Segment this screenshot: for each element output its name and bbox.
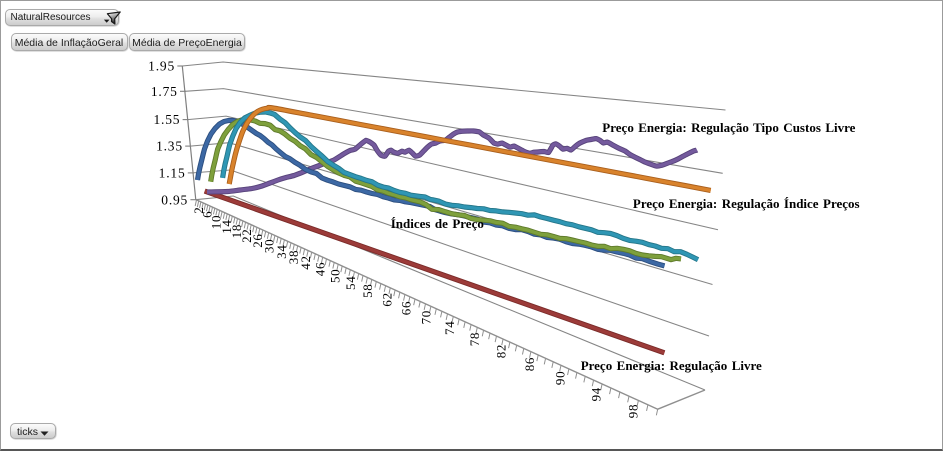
- svg-text:30: 30: [262, 239, 277, 253]
- svg-text:50: 50: [327, 269, 342, 283]
- svg-text:90: 90: [552, 371, 567, 385]
- svg-text:74: 74: [442, 321, 457, 335]
- svg-text:70: 70: [419, 310, 434, 324]
- svg-text:0.95: 0.95: [161, 192, 188, 207]
- svg-text:1.95: 1.95: [148, 59, 175, 74]
- svg-text:54: 54: [343, 276, 358, 290]
- svg-text:18: 18: [229, 224, 244, 238]
- svg-text:Preço Energia: Regulação Livre: Preço Energia: Regulação Livre: [581, 358, 762, 373]
- svg-text:Preço Energia: Regulação Tipo: Preço Energia: Regulação Tipo Custos Liv…: [602, 120, 855, 135]
- svg-text:86: 86: [522, 357, 537, 371]
- svg-text:98: 98: [625, 404, 640, 418]
- svg-text:1.15: 1.15: [159, 166, 186, 181]
- svg-text:2: 2: [191, 207, 206, 214]
- svg-text:62: 62: [379, 292, 394, 306]
- svg-text:1.35: 1.35: [156, 139, 183, 154]
- svg-text:94: 94: [588, 387, 603, 401]
- svg-text:26: 26: [250, 233, 265, 247]
- svg-text:Preço Energia: Regulação Índic: Preço Energia: Regulação Índice Preços: [633, 196, 860, 211]
- svg-text:14: 14: [219, 219, 234, 233]
- svg-text:78: 78: [467, 332, 482, 346]
- svg-text:1.55: 1.55: [153, 112, 180, 127]
- svg-text:42: 42: [298, 255, 313, 269]
- svg-text:34: 34: [274, 244, 289, 258]
- svg-text:22: 22: [239, 229, 254, 243]
- svg-text:1.75: 1.75: [151, 84, 178, 99]
- svg-text:10: 10: [209, 215, 224, 229]
- svg-text:6: 6: [199, 211, 214, 218]
- svg-text:66: 66: [398, 301, 413, 315]
- svg-text:Índices de Preço: Índices de Preço: [391, 216, 484, 231]
- svg-text:82: 82: [493, 344, 508, 358]
- svg-text:58: 58: [360, 284, 375, 298]
- svg-text:38: 38: [286, 250, 301, 264]
- svg-text:46: 46: [312, 262, 327, 276]
